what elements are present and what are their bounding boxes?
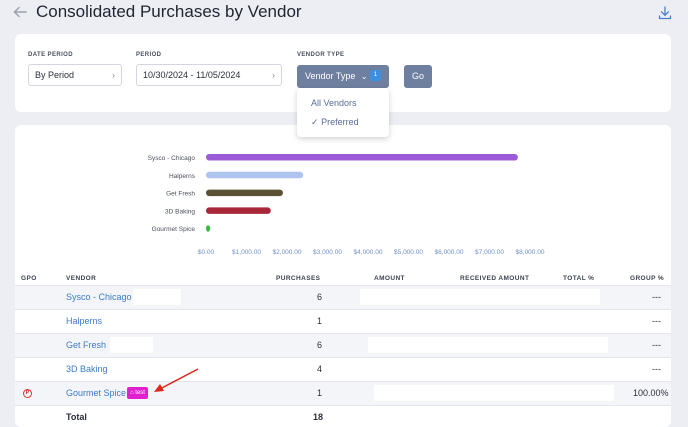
purchases-count: 6 (317, 292, 323, 302)
redacted-block (360, 289, 600, 305)
vendor-tag-label: test (135, 390, 145, 396)
chevron-right-icon: › (112, 70, 115, 80)
x-tick-label: $0.00 (198, 249, 215, 256)
bar (206, 225, 211, 232)
group-pct: 100.00% (633, 388, 669, 398)
table-row: 3D Baking 4 --- (15, 357, 671, 381)
col-header-group-pct: GROUP % (630, 275, 665, 282)
table-row: Get Fresh 6 --- (15, 333, 671, 357)
vendor-type-label: VENDOR TYPE (297, 52, 345, 58)
category-label: Halperns (169, 173, 196, 180)
table-row: P Gourmet Spice ⌂ test 1 100.00% (15, 381, 671, 405)
purchases-count: 1 (317, 316, 323, 326)
vendor-link[interactable]: Sysco - Chicago (66, 292, 132, 302)
vendor-link[interactable]: Gourmet Spice (66, 388, 127, 398)
x-tick-label: $3,000.00 (313, 249, 342, 256)
vendor-type-button-label: Vendor Type (305, 71, 356, 81)
x-tick-label: $7,000.00 (475, 249, 504, 256)
purchases-count: 6 (317, 340, 323, 350)
category-label: 3D Baking (165, 208, 195, 215)
col-header-vendor: VENDOR (66, 275, 97, 282)
bar (206, 189, 283, 197)
x-tick-label: $4,000.00 (354, 249, 383, 256)
redacted-block (374, 385, 614, 401)
vendor-type-dropdown: All Vendors ✓ Preferred (297, 88, 389, 137)
vendor-type-button[interactable]: Vendor Type ⌄ 1 (297, 65, 389, 88)
period-label: PERIOD (136, 52, 162, 58)
redacted-block (133, 289, 181, 305)
period-value: 10/30/2024 - 11/05/2024 (143, 70, 241, 80)
vendor-tag: ⌂ test (127, 387, 148, 399)
table-total-row: Total 18 (15, 405, 671, 427)
x-tick-label: $6,000.00 (435, 249, 464, 256)
category-label: Sysco - Chicago (148, 155, 196, 162)
date-period-value: By Period (35, 70, 75, 80)
tag-icon: ⌂ (130, 390, 134, 396)
redacted-block (110, 337, 153, 353)
annotation-arrow-icon (154, 368, 199, 392)
category-label: Get Fresh (166, 191, 195, 198)
x-tick-label: $1,000.00 (232, 249, 261, 256)
x-tick-label: $5,000.00 (394, 249, 423, 256)
dropdown-option-preferred[interactable]: ✓ Preferred (311, 117, 359, 128)
dropdown-option-label: Preferred (321, 117, 359, 127)
page-header: Consolidated Purchases by Vendor (0, 0, 688, 28)
date-period-label: DATE PERIOD (28, 52, 73, 58)
category-label: Gourmet Spice (152, 226, 196, 233)
bar (206, 154, 518, 161)
x-tick-label: $2,000.00 (273, 249, 302, 256)
table-row: Sysco - Chicago 6 --- (15, 285, 671, 309)
chevron-down-icon: ⌄ (360, 72, 368, 81)
vendor-link[interactable]: Halperns (66, 316, 103, 326)
back-arrow-icon[interactable] (12, 4, 28, 20)
group-pct: --- (652, 340, 661, 350)
report-panel: Sysco - Chicago Halperns Get Fresh 3D Bakin… (15, 125, 671, 427)
group-pct: --- (652, 364, 661, 374)
download-icon[interactable] (657, 5, 673, 21)
dropdown-option-all-vendors[interactable]: All Vendors (311, 98, 357, 108)
chevron-right-icon: › (272, 70, 275, 80)
redacted-block (368, 337, 608, 353)
total-purchases: 18 (313, 412, 324, 422)
col-header-gpo: GPO (21, 275, 37, 282)
col-header-received-amount: RECEIVED AMOUNT (460, 275, 530, 282)
col-header-purchases: PURCHASES (276, 275, 321, 282)
date-period-select[interactable]: By Period › (28, 64, 122, 86)
x-tick-label: $8,000.00 (516, 249, 545, 256)
col-header-amount: AMOUNT (374, 275, 405, 282)
period-select[interactable]: 10/30/2024 - 11/05/2024 › (136, 64, 282, 86)
vendor-link[interactable]: 3D Baking (66, 364, 108, 374)
redacted-block (360, 409, 600, 425)
group-pct: --- (652, 292, 661, 302)
table-row: Halperns 1 --- (15, 309, 671, 333)
go-button[interactable]: Go (404, 65, 432, 88)
vendor-link[interactable]: Get Fresh (66, 340, 107, 350)
vendor-type-count-badge: 1 (370, 70, 381, 81)
purchases-count: 4 (317, 364, 323, 374)
total-label: Total (66, 412, 87, 422)
page-title: Consolidated Purchases by Vendor (36, 2, 302, 21)
col-header-total-pct: TOTAL % (563, 275, 595, 282)
purchases-bar-chart: Sysco - Chicago Halperns Get Fresh 3D Bakin… (148, 154, 545, 256)
bar (206, 171, 304, 179)
preferred-gpo-icon: P (23, 389, 32, 398)
checkmark-icon: ✓ (311, 117, 319, 127)
group-pct: --- (652, 316, 661, 326)
bar (206, 207, 271, 214)
purchases-count: 1 (317, 388, 323, 398)
